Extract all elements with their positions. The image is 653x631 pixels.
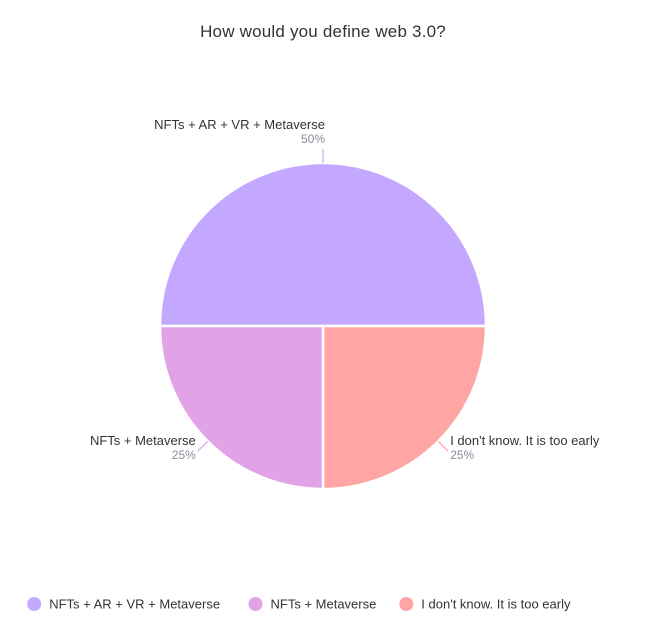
legend-label: NFTs + Metaverse: [271, 597, 377, 612]
leader-line: [197, 440, 209, 452]
legend-item-nfts-ar-vr-metaverse[interactable]: NFTs + AR + VR + Metaverse: [27, 597, 220, 612]
legend-label: NFTs + AR + VR + Metaverse: [49, 597, 220, 612]
slice-percent-label: 25%: [172, 448, 196, 462]
pie-slices: [158, 161, 488, 491]
pie-slice-nfts-ar-vr-metaverse: [158, 161, 488, 328]
legend-item-nfts-metaverse[interactable]: NFTs + Metaverse: [248, 597, 377, 612]
legend-swatch: [27, 597, 42, 611]
legend-item-i-don-t-know-it-is-too-early[interactable]: I don't know. It is too early: [399, 597, 571, 612]
slice-label: I don't know. It is too early: [450, 433, 600, 448]
chart-title: How would you define web 3.0?: [200, 22, 446, 41]
legend-swatch: [248, 597, 263, 611]
pie-slice-i-don-t-know-it-is-too-early: [321, 324, 488, 491]
slice-label: NFTs + Metaverse: [90, 433, 196, 448]
leader-line: [437, 440, 449, 452]
slice-percent-label: 50%: [301, 132, 325, 146]
slice-label: NFTs + AR + VR + Metaverse: [154, 117, 325, 132]
slice-percent-label: 25%: [450, 448, 474, 462]
legend-swatch: [399, 597, 414, 611]
chart-legend: NFTs + AR + VR + Metaverse NFTs + Metaver…: [27, 597, 571, 612]
legend-label: I don't know. It is too early: [421, 597, 571, 612]
pie-slice-nfts-metaverse: [158, 324, 325, 491]
